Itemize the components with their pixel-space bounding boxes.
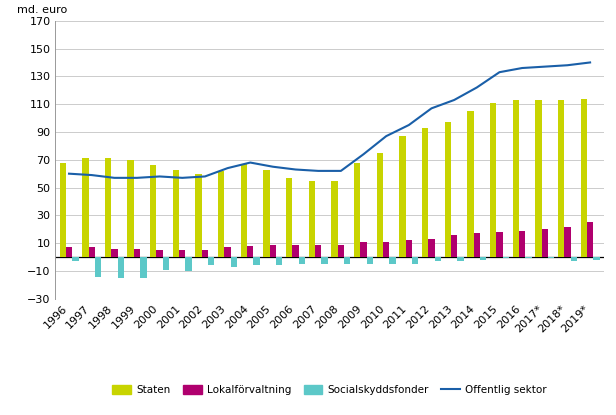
Bar <box>496 232 503 257</box>
Bar <box>457 257 464 261</box>
Bar <box>315 244 322 257</box>
Bar <box>179 250 185 257</box>
Offentlig sektor <box>450 98 458 103</box>
Bar <box>156 250 163 257</box>
Offentlig sektor <box>246 160 254 165</box>
Bar <box>376 153 383 257</box>
Offentlig sektor <box>224 166 232 171</box>
Bar <box>513 100 519 257</box>
Bar <box>490 103 496 257</box>
Bar <box>570 257 577 261</box>
Bar <box>134 249 140 257</box>
Bar <box>593 257 599 260</box>
Bar <box>195 173 202 257</box>
Bar <box>264 169 270 257</box>
Bar <box>422 128 428 257</box>
Offentlig sektor <box>360 152 367 157</box>
Offentlig sektor <box>269 164 277 169</box>
Bar <box>208 257 214 266</box>
Bar <box>587 222 593 257</box>
Bar <box>564 227 570 257</box>
Legend: Staten, Lokalförvaltning, Socialskyddsfonder, Offentlig sektor: Staten, Lokalförvaltning, Socialskyddsfo… <box>108 381 551 399</box>
Bar <box>541 229 548 257</box>
Bar <box>558 100 564 257</box>
Offentlig sektor <box>405 122 413 127</box>
Bar <box>118 257 124 278</box>
Offentlig sektor <box>315 168 322 173</box>
Bar <box>95 257 101 276</box>
Offentlig sektor <box>564 63 571 68</box>
Bar <box>173 169 179 257</box>
Offentlig sektor <box>337 168 344 173</box>
Offentlig sektor <box>133 176 140 181</box>
Bar <box>231 257 237 267</box>
Bar <box>82 159 89 257</box>
Bar <box>163 257 169 270</box>
Offentlig sektor <box>586 60 594 65</box>
Offentlig sektor <box>156 174 163 179</box>
Bar <box>503 257 509 259</box>
Bar <box>360 242 367 257</box>
Bar <box>412 257 418 264</box>
Bar <box>344 257 351 264</box>
Text: md. euro: md. euro <box>17 5 67 15</box>
Bar <box>338 244 344 257</box>
Bar <box>150 165 156 257</box>
Bar <box>185 257 192 271</box>
Bar <box>331 181 338 257</box>
Bar <box>60 163 66 257</box>
Bar <box>474 234 480 257</box>
Offentlig sektor <box>473 85 480 90</box>
Bar <box>224 247 231 257</box>
Offentlig sektor <box>428 106 435 111</box>
Bar <box>309 181 315 257</box>
Bar <box>270 244 276 257</box>
Bar <box>354 163 360 257</box>
Offentlig sektor <box>88 173 95 178</box>
Offentlig sektor <box>541 64 548 69</box>
Bar <box>525 257 532 259</box>
Bar <box>580 99 587 257</box>
Bar <box>428 239 435 257</box>
Bar <box>383 242 389 257</box>
Offentlig sektor <box>179 176 186 181</box>
Bar <box>218 171 224 257</box>
Bar <box>367 257 373 264</box>
Bar <box>140 257 147 278</box>
Bar <box>435 257 441 261</box>
Line: Offentlig sektor: Offentlig sektor <box>69 63 590 178</box>
Bar <box>451 235 457 257</box>
Bar <box>253 257 260 266</box>
Bar <box>89 247 95 257</box>
Bar <box>468 111 474 257</box>
Bar <box>128 160 134 257</box>
Offentlig sektor <box>383 134 390 139</box>
Offentlig sektor <box>111 176 118 181</box>
Bar <box>299 257 305 264</box>
Bar <box>293 244 299 257</box>
Bar <box>445 122 451 257</box>
Bar <box>399 136 406 257</box>
Offentlig sektor <box>519 66 526 71</box>
Bar <box>480 257 486 260</box>
Bar <box>247 246 253 257</box>
Offentlig sektor <box>292 167 299 172</box>
Offentlig sektor <box>496 70 503 75</box>
Bar <box>202 250 208 257</box>
Bar <box>389 257 395 264</box>
Bar <box>241 164 247 257</box>
Bar <box>548 257 554 259</box>
Bar <box>105 159 111 257</box>
Bar <box>111 249 118 257</box>
Bar <box>535 100 541 257</box>
Bar <box>322 257 328 264</box>
Bar <box>72 257 79 261</box>
Bar <box>406 240 412 257</box>
Bar <box>286 178 293 257</box>
Offentlig sektor <box>201 174 209 179</box>
Bar <box>66 247 72 257</box>
Offentlig sektor <box>65 171 73 176</box>
Bar <box>519 231 525 257</box>
Bar <box>276 257 283 266</box>
